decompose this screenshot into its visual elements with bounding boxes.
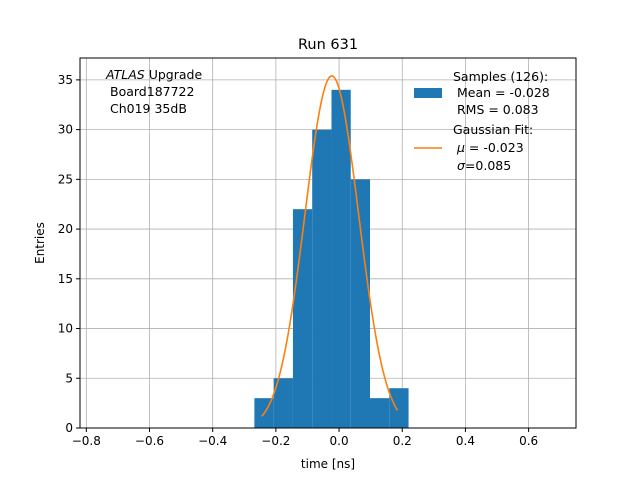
annotation-upgrade-word: Upgrade [145, 67, 203, 82]
legend-sigma-value: =0.085 [465, 158, 511, 173]
plot-frame [79, 57, 577, 429]
histogram-bar [273, 378, 293, 428]
legend: Samples (126): Mean = -0.028 RMS = 0.083… [414, 69, 550, 173]
legend-fit-line-1: Gaussian Fit: [453, 122, 533, 137]
chart-title: Run 631 [298, 37, 358, 53]
annotation-line-1: ATLAS Upgrade [105, 67, 202, 82]
legend-fit-line-3: σ=0.085 [457, 158, 511, 173]
legend-mu-value: = -0.023 [465, 140, 524, 155]
x-axis-ticks: −0.8 −0.6 −0.4 −0.2 0.0 0.2 0.4 0.6 [72, 428, 538, 448]
x-tick-label: 0.0 [330, 434, 349, 448]
x-tick-label: −0.4 [198, 434, 227, 448]
x-tick-label: −0.6 [135, 434, 164, 448]
y-tick-label: 30 [58, 123, 73, 137]
x-tick-label: 0.4 [456, 434, 475, 448]
y-axis-label: Entries [33, 222, 47, 264]
y-tick-label: 15 [58, 272, 73, 286]
histogram-bar [389, 388, 409, 428]
legend-mu-symbol: μ [456, 140, 465, 155]
y-tick-label: 25 [58, 172, 73, 186]
legend-samples-swatch [414, 88, 442, 98]
histogram-bar [370, 398, 390, 428]
annotation-atlas-word: ATLAS [105, 67, 145, 82]
y-tick-label: 10 [58, 322, 73, 336]
legend-samples-line-3: RMS = 0.083 [453, 102, 539, 117]
histogram-bar [350, 179, 371, 428]
x-tick-label: −0.2 [261, 434, 290, 448]
legend-samples-line-2: Mean = -0.028 [453, 85, 550, 100]
y-tick-label: 0 [65, 421, 73, 435]
y-tick-label: 5 [65, 371, 73, 385]
x-tick-label: 0.2 [393, 434, 412, 448]
x-tick-label: −0.8 [72, 434, 101, 448]
x-axis-label: time [ns] [301, 457, 355, 471]
histogram-bar [292, 209, 313, 428]
histogram-bar [331, 89, 351, 429]
annotation-line-2: Board187722 [110, 84, 194, 99]
annotation-line-3: Ch019 35dB [110, 101, 187, 116]
fit-curve-group [261, 75, 399, 417]
gaussian-fit-curve [261, 75, 399, 417]
y-axis-ticks: 0 5 10 15 20 25 30 35 [58, 73, 80, 435]
legend-fit-line-2: μ = -0.023 [456, 140, 524, 155]
histogram-bars [254, 89, 409, 429]
histogram-bar [312, 129, 332, 428]
y-tick-label: 20 [58, 222, 73, 236]
y-tick-label: 35 [58, 73, 73, 87]
legend-samples-line-1: Samples (126): [453, 69, 548, 84]
x-tick-label: 0.6 [519, 434, 538, 448]
annotation-block: ATLAS Upgrade Board187722 Ch019 35dB [105, 67, 202, 116]
legend-sigma-symbol: σ [457, 158, 466, 173]
